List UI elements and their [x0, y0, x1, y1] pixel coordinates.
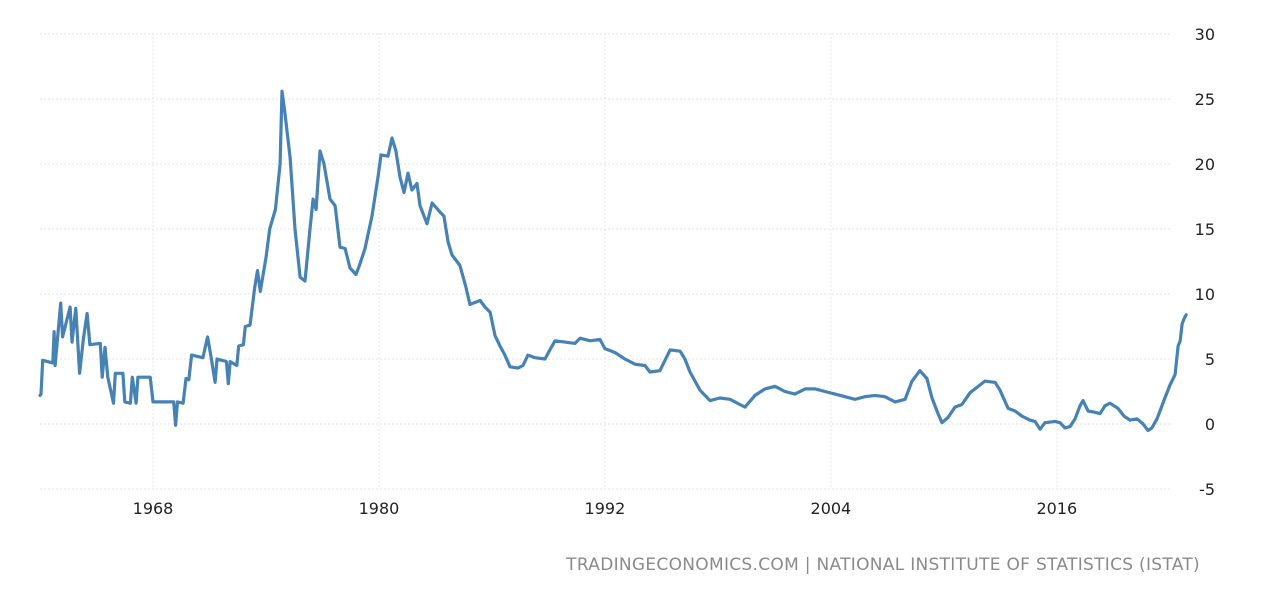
y-tick-label: 10: [1195, 285, 1215, 304]
series: [38, 89, 1188, 433]
y-tick-label: 0: [1205, 415, 1215, 434]
y-tick-label: 30: [1195, 25, 1215, 44]
y-axis: 30 25 20 15 10 5 0 -5: [1195, 25, 1215, 499]
grid: [40, 33, 1172, 490]
x-tick-label: 2016: [1036, 499, 1077, 518]
x-axis: 1968 1980 1992 2004 2016: [133, 499, 1078, 518]
x-tick-label: 2004: [811, 499, 852, 518]
y-tick-label: 15: [1195, 220, 1215, 239]
y-tick-label: -5: [1199, 480, 1215, 499]
y-tick-label: 5: [1205, 350, 1215, 369]
x-tick-label: 1980: [359, 499, 400, 518]
y-tick-label: 20: [1195, 155, 1215, 174]
x-tick-label: 1968: [133, 499, 174, 518]
source-credit: TRADINGECONOMICS.COM | NATIONAL INSTITUT…: [565, 555, 1200, 575]
x-tick-label: 1992: [585, 499, 626, 518]
series-line: [38, 89, 1188, 433]
y-tick-label: 25: [1195, 90, 1215, 109]
